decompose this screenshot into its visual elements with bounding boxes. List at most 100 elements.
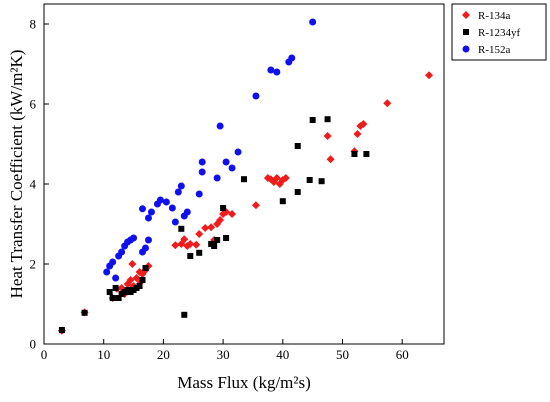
point-r134a (281, 174, 290, 182)
point-r152a (109, 258, 117, 266)
point-r1234yf (220, 205, 227, 211)
point-r1234yf (109, 295, 116, 301)
point-r1234yf (351, 151, 358, 157)
point-r1234yf (196, 249, 203, 256)
legend-marker-r152a (462, 45, 470, 53)
point-r134a (186, 240, 195, 248)
point-r1234yf (142, 265, 149, 271)
point-r134a (171, 241, 180, 250)
x-axis-title: Mass Flux (kg/m²s) (177, 373, 311, 392)
point-r1234yf (181, 311, 188, 318)
x-tick-label: 40 (276, 347, 289, 362)
point-r134a (207, 223, 216, 232)
point-r152a (309, 18, 317, 26)
point-r1234yf (294, 189, 301, 195)
point-r134a (201, 224, 210, 232)
point-r152a (177, 182, 185, 190)
point-r1234yf (187, 253, 194, 259)
point-r1234yf (306, 177, 313, 183)
point-r1234yf (279, 198, 286, 205)
point-r152a (228, 164, 236, 172)
point-r134a (216, 216, 225, 224)
point-r1234yf (112, 285, 119, 291)
point-r152a (168, 204, 176, 212)
point-r1234yf (106, 289, 113, 295)
y-axis: 0 2 4 6 8 (30, 17, 49, 352)
point-r134a (228, 210, 237, 218)
point-r1234yf (363, 151, 370, 157)
point-r152a (195, 190, 203, 198)
point-r134a (323, 132, 332, 140)
point-r134a (359, 120, 368, 128)
legend-label-r1234yf: R-1234yf (478, 27, 521, 39)
point-r1234yf (178, 225, 185, 232)
point-r1234yf (115, 295, 122, 301)
point-r152a (171, 218, 179, 226)
point-r134a (132, 274, 141, 282)
plot-frame (43, 3, 445, 345)
point-r1234yf (136, 283, 143, 289)
legend: R-134a R-1234yf R-152a (451, 3, 547, 61)
legend-label-r152a: R-152a (478, 44, 511, 56)
point-r152a (234, 148, 242, 156)
point-r152a (213, 174, 221, 182)
legend-item-r1234yf: R-1234yf (463, 27, 521, 39)
point-r1234yf (318, 178, 325, 185)
point-r134a (425, 71, 434, 80)
legend-marker-r1234yf (463, 29, 469, 35)
point-r134a (128, 260, 137, 268)
point-r1234yf (324, 116, 331, 123)
point-r152a (147, 208, 155, 216)
point-r134a (383, 99, 392, 108)
point-r134a (195, 230, 204, 238)
x-tick-label: 0 (41, 347, 48, 362)
legend-marker-r134a (462, 11, 470, 19)
point-r1234yf (214, 237, 221, 243)
point-r152a (252, 92, 260, 100)
legend-item-r134a: R-134a (462, 10, 511, 22)
point-r152a (118, 248, 126, 256)
point-r152a (139, 205, 147, 213)
y-tick-label: 8 (30, 17, 37, 32)
point-r152a (288, 54, 296, 62)
point-r1234yf (223, 235, 230, 241)
x-tick-label: 10 (97, 347, 110, 362)
point-r134a (326, 155, 335, 164)
point-r152a (141, 244, 149, 252)
point-r152a (144, 236, 152, 244)
point-r152a (162, 198, 170, 206)
point-r152a (144, 214, 152, 222)
point-r152a (103, 268, 111, 276)
point-r134a (251, 201, 260, 210)
point-r1234yf (294, 143, 301, 149)
legend-label-r134a: R-134a (478, 10, 511, 22)
x-axis: 0 10 20 30 40 50 60 (41, 339, 409, 362)
point-r152a (273, 68, 281, 76)
point-r152a (222, 158, 230, 166)
point-r152a (174, 188, 182, 196)
point-r152a (183, 208, 191, 216)
point-r1234yf (309, 117, 316, 123)
point-r1234yf (211, 243, 218, 249)
point-r1234yf (241, 176, 247, 183)
point-r152a (130, 234, 138, 242)
point-r152a (156, 196, 164, 204)
y-tick-label: 2 (30, 257, 37, 272)
x-tick-label: 50 (336, 347, 349, 362)
point-r152a (216, 122, 224, 130)
point-r134a (180, 235, 189, 244)
point-r134a (192, 240, 201, 249)
legend-item-r152a: R-152a (462, 44, 511, 56)
point-r152a (112, 274, 120, 282)
point-r1234yf (58, 327, 65, 333)
data-points (57, 18, 434, 335)
x-tick-label: 20 (157, 347, 170, 362)
point-r1234yf (139, 277, 146, 283)
y-tick-label: 0 (30, 337, 37, 352)
point-r134a (353, 130, 362, 138)
y-axis-title: Heat Transfer Coefficient (kW/m²K) (7, 50, 26, 299)
point-r152a (267, 66, 275, 74)
y-tick-label: 6 (30, 97, 37, 112)
point-r152a (198, 158, 206, 166)
